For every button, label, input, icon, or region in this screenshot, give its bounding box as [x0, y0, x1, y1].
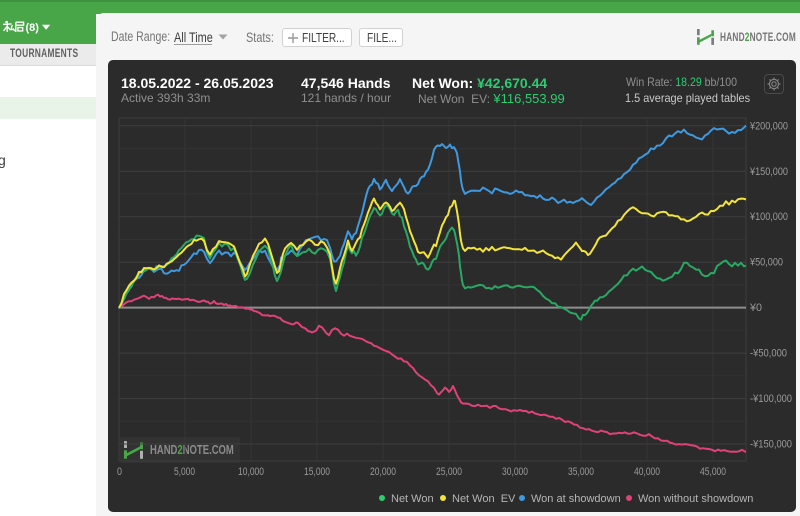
- svg-text:(8): (8): [26, 22, 40, 34]
- svg-text:15,000: 15,000: [304, 466, 330, 478]
- svg-text:¥200,000: ¥200,000: [749, 120, 788, 132]
- svg-text:30,000: 30,000: [502, 466, 528, 478]
- svg-text:5,000: 5,000: [174, 466, 195, 478]
- svg-text:¥100,000: ¥100,000: [749, 211, 788, 223]
- svg-text:-¥50,000: -¥50,000: [750, 348, 787, 360]
- svg-text:¥50,000: ¥50,000: [749, 257, 783, 269]
- svg-text:¥150,000: ¥150,000: [749, 166, 788, 178]
- svg-text:-¥150,000: -¥150,000: [750, 439, 792, 451]
- svg-text:10,000: 10,000: [238, 466, 264, 478]
- svg-text:35,000: 35,000: [568, 466, 594, 478]
- svg-text:45,000: 45,000: [700, 466, 726, 478]
- svg-text:0: 0: [117, 466, 122, 478]
- svg-text:20,000: 20,000: [370, 466, 396, 478]
- svg-text:-¥100,000: -¥100,000: [750, 393, 792, 405]
- svg-text:40,000: 40,000: [634, 466, 660, 478]
- svg-text:¥0: ¥0: [749, 302, 762, 314]
- svg-text:25,000: 25,000: [436, 466, 462, 478]
